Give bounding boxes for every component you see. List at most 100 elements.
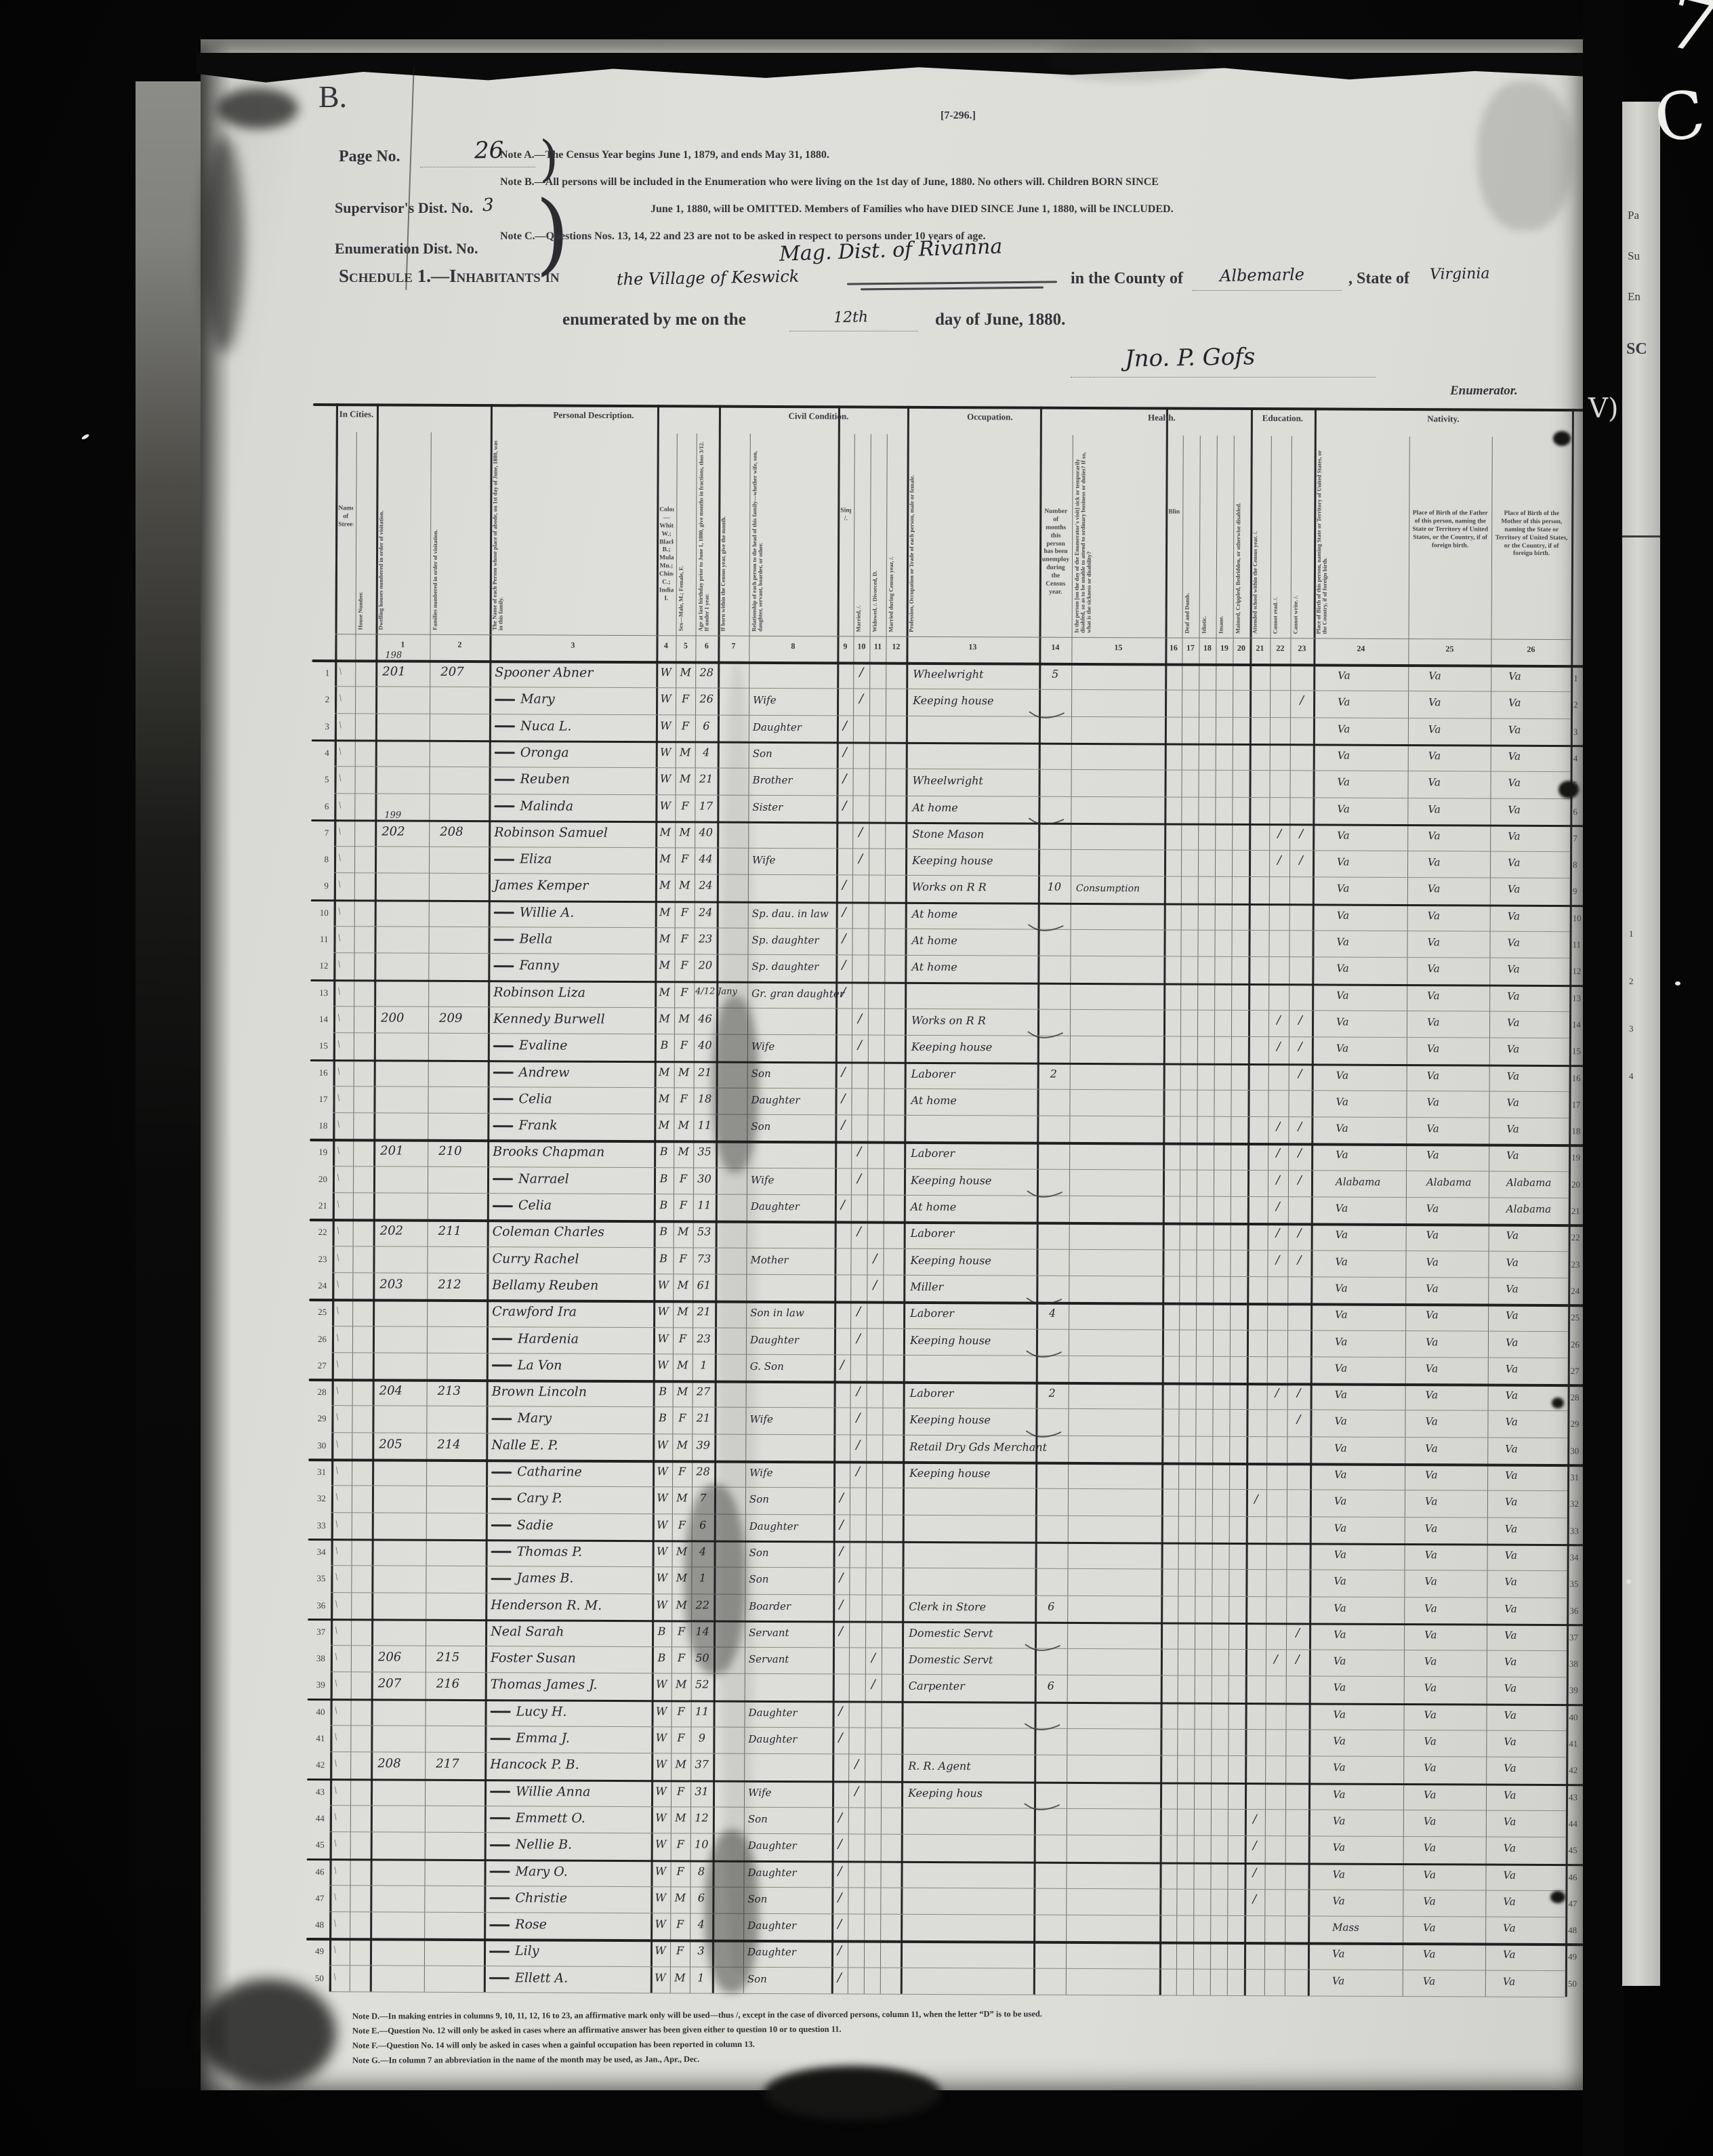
line-number-left: 12 xyxy=(319,960,329,971)
stain xyxy=(1047,41,1210,81)
education-mark: / xyxy=(1296,1412,1301,1427)
street-tick: \ xyxy=(334,1598,339,1610)
sex-code: F xyxy=(681,718,690,733)
relationship: Sister xyxy=(752,800,783,813)
color-code: M xyxy=(659,852,671,866)
column-header: Place of Birth of the Mother of this per… xyxy=(1495,510,1568,558)
birthplace-father: Va xyxy=(1422,1974,1436,1987)
line-number-left: 3 xyxy=(325,720,329,731)
age-value: 1 xyxy=(700,1358,707,1372)
sex-code: M xyxy=(679,878,690,892)
relationship: Brother xyxy=(752,774,793,787)
street-tick: \ xyxy=(335,1252,340,1263)
place-value: the Village of Keswick xyxy=(616,266,800,289)
person-name: Foster Susan xyxy=(490,1650,576,1666)
birthplace-self: Alabama xyxy=(1335,1175,1381,1188)
birthplace-father: Va xyxy=(1425,1362,1439,1375)
column-header: Dwelling houses numbered in order of vis… xyxy=(377,510,385,630)
sex-code: M xyxy=(674,1971,686,1985)
occupation: Keeping house xyxy=(910,1173,992,1187)
civil-mark: / xyxy=(856,1464,861,1479)
line-number-left: 45 xyxy=(315,1839,325,1850)
color-code: W xyxy=(655,1917,666,1931)
birthplace-father: Va xyxy=(1424,1708,1437,1721)
age-value: 24 xyxy=(699,878,713,892)
column-group-2: Personal Description. xyxy=(553,409,634,421)
civil-mark: / xyxy=(856,1304,861,1319)
birthplace-self: Va xyxy=(1332,1841,1346,1854)
age-value: 44 xyxy=(699,852,713,866)
column-header: If born within the Census year, give the… xyxy=(720,516,727,632)
age-value: 24 xyxy=(699,906,713,919)
person-name: Evaline xyxy=(493,1038,567,1053)
birthplace-father: Va xyxy=(1423,1894,1436,1908)
color-code: B xyxy=(659,1145,668,1158)
person-name: Sadie xyxy=(491,1518,554,1532)
birthplace-mother: Alabama xyxy=(1506,1202,1552,1215)
age-value: 11 xyxy=(695,1705,709,1718)
person-name: Hardenia xyxy=(491,1331,579,1346)
street-tick: \ xyxy=(335,1412,339,1423)
family-number: 207 xyxy=(440,664,464,679)
column-number: 25 xyxy=(1445,644,1454,654)
birthplace-self: Va xyxy=(1337,749,1350,762)
pen-flourish xyxy=(1024,1717,1121,1831)
sex-code: F xyxy=(680,906,688,919)
street-tick: \ xyxy=(333,1811,338,1823)
civil-mark: / xyxy=(842,931,846,946)
table-line xyxy=(329,403,338,1992)
line-number-left: 17 xyxy=(318,1093,328,1104)
line-number-right: 40 xyxy=(1569,1711,1578,1722)
education-mark: / xyxy=(1298,1173,1302,1187)
education-mark: / xyxy=(1275,1226,1280,1240)
relationship: Son xyxy=(747,1972,767,1985)
enumerator-signature: Jno. P. Gofs xyxy=(1124,343,1256,373)
street-tick: \ xyxy=(337,719,343,731)
birthplace-father: Va xyxy=(1426,1149,1439,1162)
line-number-left: 22 xyxy=(318,1227,327,1238)
occupation: Carpenter xyxy=(908,1680,965,1693)
education-mark: / xyxy=(1275,1200,1280,1214)
line-number-left: 49 xyxy=(315,1946,325,1957)
age-value: 39 xyxy=(696,1438,711,1452)
birthplace-mother: Va xyxy=(1504,1495,1518,1509)
ditto-dash xyxy=(489,1951,510,1953)
column-number: 3 xyxy=(571,640,575,650)
column-header: Married, /. xyxy=(855,605,862,632)
line-number-right: 28 xyxy=(1570,1392,1580,1403)
film-graffiti-seven: 7 xyxy=(1658,0,1713,73)
age-value: 30 xyxy=(697,1172,711,1185)
ink-blotch xyxy=(201,1979,336,2088)
civil-mark: / xyxy=(842,718,848,733)
sliver-number: 2 xyxy=(1629,976,1634,986)
ditto-dash xyxy=(493,1044,514,1047)
ink-blotch xyxy=(1559,781,1579,798)
color-code: W xyxy=(656,1545,668,1558)
birthplace-self: Va xyxy=(1337,802,1350,815)
ditto-dash xyxy=(491,1418,512,1421)
film-speck xyxy=(1626,1579,1631,1584)
age-value: 11 xyxy=(697,1198,711,1212)
sex-code: F xyxy=(677,1731,685,1745)
line-number-left: 25 xyxy=(318,1307,327,1318)
education-mark: / xyxy=(1297,1226,1302,1240)
column-number: 2 xyxy=(457,639,462,649)
age-value: 35 xyxy=(697,1145,711,1158)
birthplace-father: Va xyxy=(1428,750,1441,762)
sex-code: M xyxy=(680,746,691,759)
ditto-dash xyxy=(493,1098,514,1101)
footnote-f: Note F.—Question No. 14 will only be ask… xyxy=(352,2039,755,2051)
birthplace-mother: Va xyxy=(1504,1629,1517,1642)
civil-mark: / xyxy=(838,1917,842,1932)
street-tick: \ xyxy=(334,1492,339,1503)
line-number-left: 11 xyxy=(319,934,329,945)
birthplace-father: Va xyxy=(1426,1202,1439,1215)
line-number-left: 28 xyxy=(317,1387,327,1398)
signature-line xyxy=(1071,377,1376,378)
column-header: Widowed, /. Divorced, D. xyxy=(871,571,878,632)
table-line xyxy=(331,1591,1567,1598)
street-tick: \ xyxy=(336,1012,342,1024)
relationship: Gr. gran daughter xyxy=(751,987,844,1000)
county-label: in the County of xyxy=(1071,270,1184,287)
person-name: Celia xyxy=(493,1091,552,1106)
